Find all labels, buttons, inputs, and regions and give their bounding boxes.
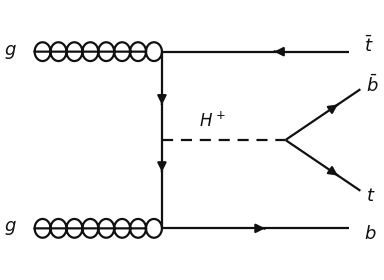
Text: $H^+$: $H^+$ [199, 111, 226, 131]
Text: $g$: $g$ [4, 219, 17, 237]
Text: $\bar{b}$: $\bar{b}$ [366, 75, 379, 96]
Text: $t$: $t$ [366, 187, 376, 206]
Text: $\bar{t}$: $\bar{t}$ [364, 36, 374, 56]
Text: $g$: $g$ [4, 43, 17, 61]
Text: $b$: $b$ [364, 225, 377, 243]
